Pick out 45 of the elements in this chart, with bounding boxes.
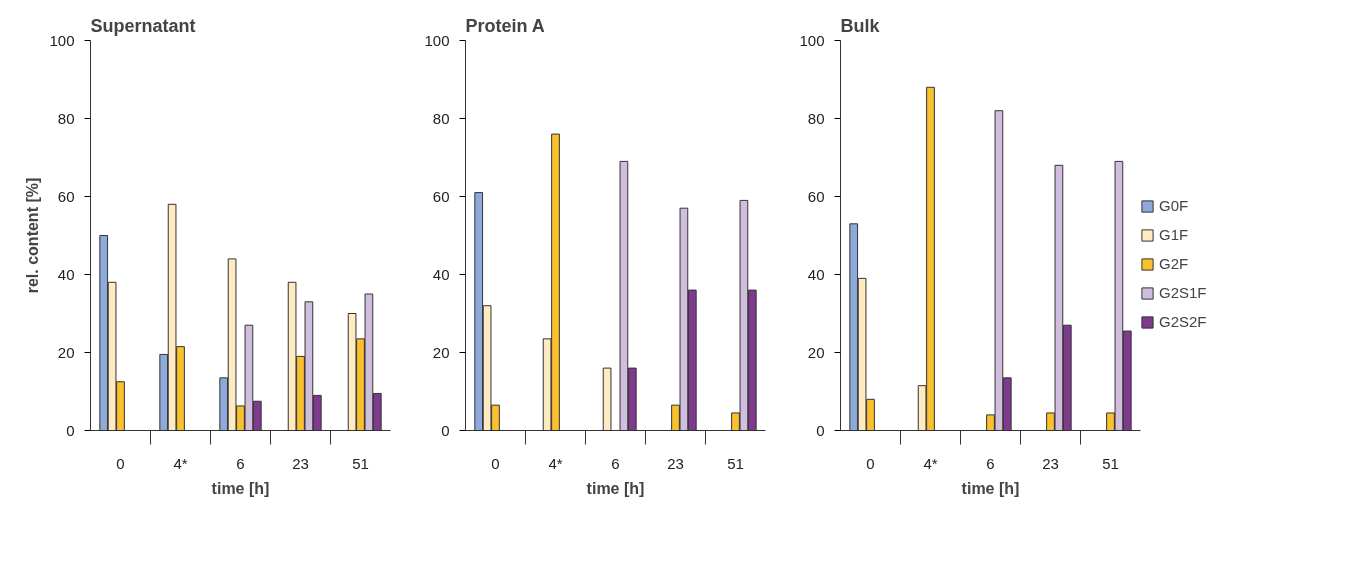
x-tick-label: 0 <box>866 454 875 472</box>
x-tick-label: 6 <box>611 454 620 472</box>
y-tick-label: 60 <box>57 187 75 205</box>
x-tick-label: 4* <box>548 454 563 472</box>
y-tick-label: 40 <box>57 265 75 283</box>
y-tick-label: 80 <box>807 109 825 127</box>
y-tick-label: 0 <box>66 421 75 439</box>
y-tick-label: 0 <box>816 421 825 439</box>
legend-label: G2S2F <box>1159 313 1207 330</box>
y-tick-label: 80 <box>57 109 75 127</box>
x-tick-label: 4* <box>923 454 938 472</box>
y-tick-label: 80 <box>432 109 450 127</box>
y-tick-label: 20 <box>57 343 75 361</box>
legend-label: G0F <box>1159 197 1189 214</box>
y-tick-label: 100 <box>424 31 450 49</box>
chart-title: Protein A <box>465 15 545 36</box>
y-axis-title: rel. content [%] <box>24 177 42 294</box>
x-tick-label: 51 <box>352 454 369 472</box>
y-tick-label: 20 <box>432 343 450 361</box>
y-tick-label: 0 <box>441 421 450 439</box>
x-tick-label: 0 <box>116 454 125 472</box>
y-tick-label: 40 <box>432 265 450 283</box>
y-tick-label: 40 <box>807 265 825 283</box>
x-axis-title: time [h] <box>211 479 270 497</box>
x-tick-label: 4* <box>173 454 188 472</box>
chart-title: Supernatant <box>90 15 196 36</box>
x-tick-label: 6 <box>986 454 995 472</box>
y-tick-label: 60 <box>432 187 450 205</box>
y-tick-label: 60 <box>807 187 825 205</box>
legend-label: G2F <box>1159 255 1189 272</box>
x-axis-title: time [h] <box>586 479 645 497</box>
y-tick-label: 20 <box>807 343 825 361</box>
legend-label: G2S1F <box>1159 284 1207 301</box>
y-tick-label: 100 <box>49 31 75 49</box>
x-tick-label: 51 <box>727 454 744 472</box>
x-tick-label: 0 <box>491 454 500 472</box>
x-tick-label: 23 <box>667 454 684 472</box>
x-tick-label: 23 <box>1042 454 1059 472</box>
x-tick-label: 23 <box>292 454 309 472</box>
legend-label: G1F <box>1159 226 1189 243</box>
chart-title: Bulk <box>840 15 881 36</box>
x-tick-label: 6 <box>236 454 245 472</box>
x-tick-label: 51 <box>1102 454 1119 472</box>
x-axis-title: time [h] <box>961 479 1020 497</box>
y-tick-label: 100 <box>799 31 825 49</box>
